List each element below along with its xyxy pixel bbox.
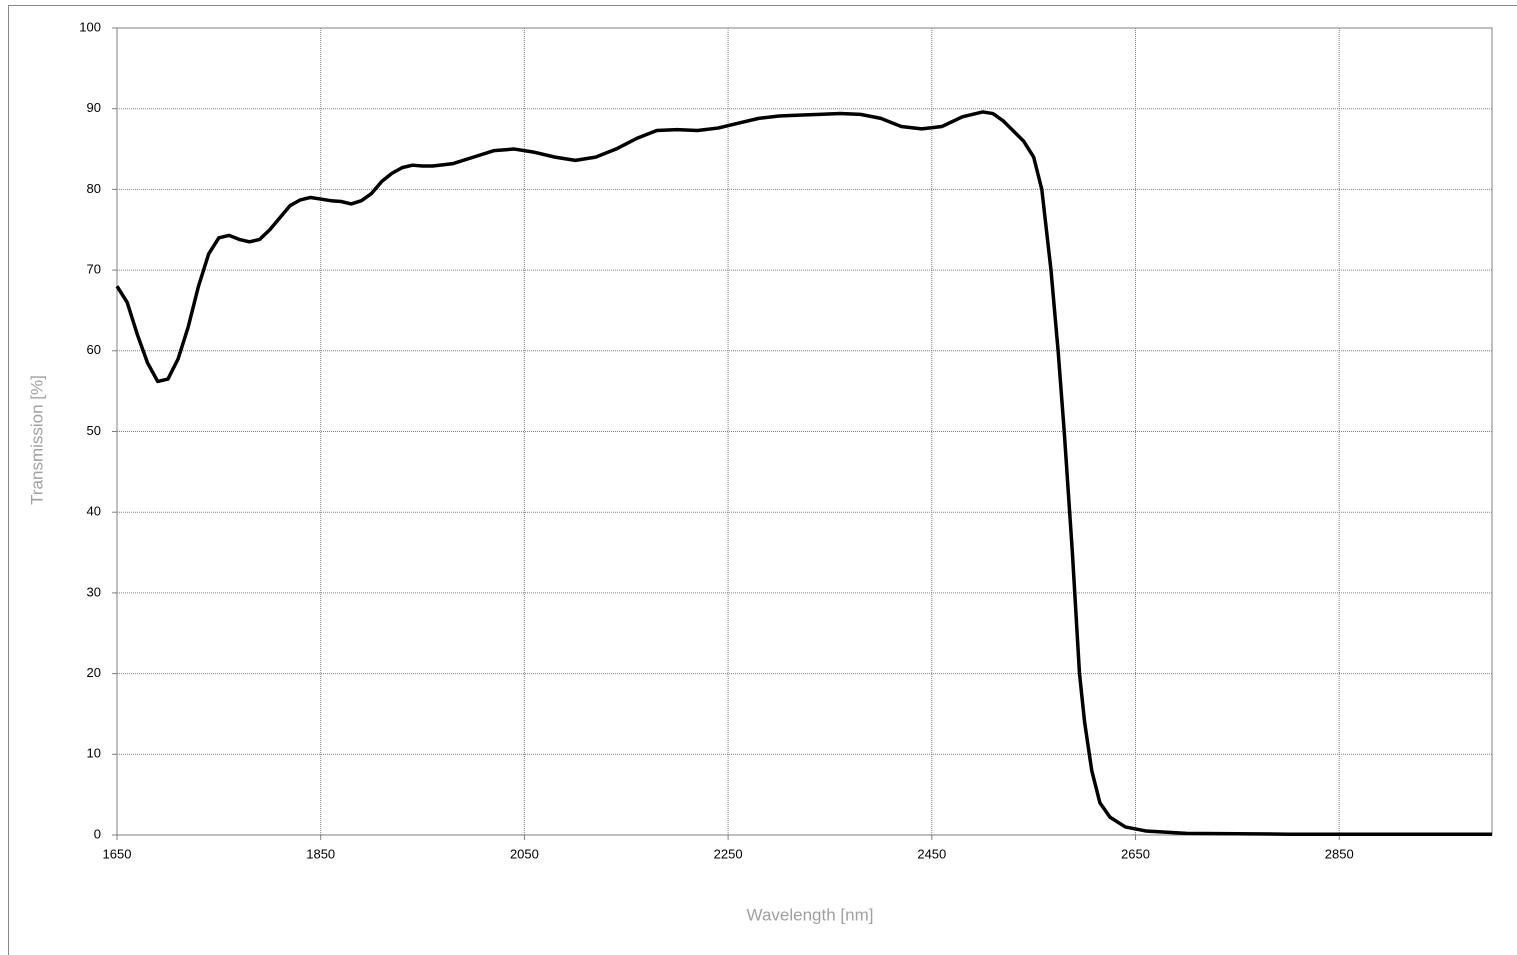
x-tick-label: 1850	[306, 846, 335, 861]
y-axis-title: Transmission [%]	[27, 375, 46, 505]
y-tick-label: 50	[87, 423, 101, 438]
y-tick-label: 70	[87, 262, 101, 277]
y-tick-label: 20	[87, 665, 101, 680]
y-tick-label: 80	[87, 181, 101, 196]
y-tick-label: 10	[87, 746, 101, 761]
y-tick-label: 30	[87, 584, 101, 599]
x-tick-label: 2850	[1325, 846, 1354, 861]
y-tick-label: 0	[94, 826, 101, 841]
data-line	[115, 110, 1492, 836]
y-tick-label: 100	[79, 19, 101, 34]
x-tick-label: 1650	[103, 846, 132, 861]
x-tick-label: 2250	[714, 846, 743, 861]
x-tick-label: 2450	[917, 846, 946, 861]
y-tick-label: 90	[87, 100, 101, 115]
x-tick-label: 2050	[510, 846, 539, 861]
x-tick-label: 2650	[1121, 846, 1150, 861]
y-tick-label: 60	[87, 342, 101, 357]
y-tick-label: 40	[87, 504, 101, 519]
x-axis-title: Wavelength [nm]	[747, 905, 874, 924]
chart-frame	[8, 5, 1517, 955]
